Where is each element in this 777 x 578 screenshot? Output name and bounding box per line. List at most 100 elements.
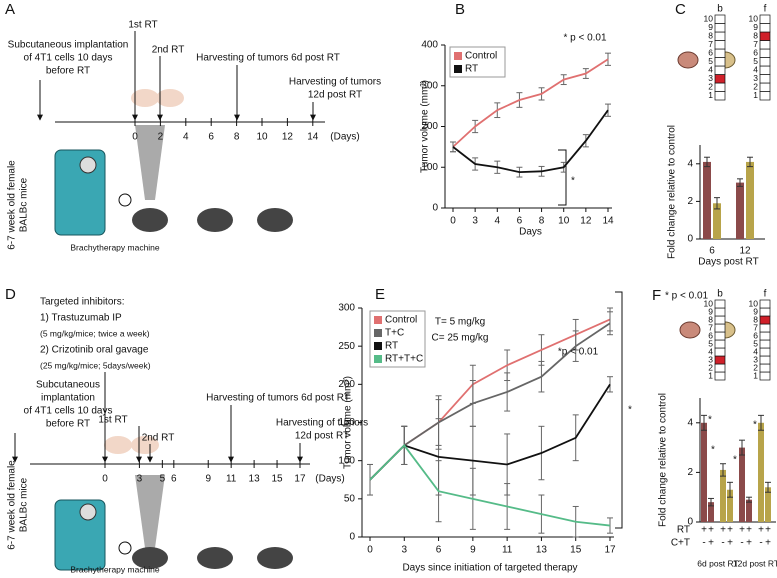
legend-label: Control: [465, 51, 497, 62]
annotation: *p < 0.01: [558, 347, 599, 358]
series-line: [369, 322, 611, 481]
machine-a: [54, 89, 293, 236]
condition-sign: -: [721, 538, 724, 549]
timeline-unit: (Days): [330, 132, 359, 143]
ladder-cell: [759, 40, 771, 50]
x-axis-label: Days since initiation of targeted therap…: [402, 563, 577, 574]
ladder-number: 2: [708, 362, 713, 372]
x-tick-label: 0: [367, 545, 373, 556]
x-tick-label: 6: [436, 545, 442, 556]
mice-label: BALBc mice: [19, 177, 30, 232]
condition-sign: +: [720, 525, 726, 536]
timeline-unit: (Days): [315, 474, 344, 485]
ladder-number: 1: [708, 90, 713, 100]
y-tick-label: 150: [338, 417, 355, 428]
ladder-number: 6: [753, 330, 758, 340]
annotation: *: [628, 405, 632, 416]
ladder-cell: [759, 74, 771, 84]
ladder-cell: [714, 371, 726, 381]
y-tick-label: 2: [687, 196, 693, 207]
y-tick-label: 100: [421, 162, 438, 173]
ladder-label: f: [764, 4, 767, 15]
condition-sign: -: [759, 538, 762, 549]
timeline-label: 12: [282, 132, 294, 143]
legend-label: RT+T+C: [385, 354, 423, 365]
series-line: [452, 58, 609, 148]
ladder-cell: [759, 323, 771, 333]
ladder-cell: [759, 315, 771, 325]
legend-label: T+C: [385, 328, 404, 339]
panel-letter: B: [455, 1, 465, 18]
error-bar: [720, 463, 726, 477]
ladder-cell: [759, 347, 771, 357]
label: before RT: [46, 66, 90, 77]
ladder-number: 3: [753, 73, 758, 83]
annotation: *: [733, 455, 737, 466]
label: 12d post RT: [308, 90, 362, 101]
y-tick-label: 300: [338, 303, 355, 314]
x-tick-label: 13: [536, 545, 548, 556]
ladder-cell: [714, 82, 726, 92]
condition-sign: +: [746, 538, 752, 549]
label: (25 mg/kg/mice; 5days/week): [40, 360, 151, 370]
mice-label: BALBc mice: [19, 477, 30, 532]
label: Subcutaneous: [36, 380, 100, 391]
timeline-label: 17: [294, 474, 306, 485]
ladder-number: 4: [753, 65, 758, 75]
label: Harvesting of tumors 6d post RT: [196, 53, 340, 64]
ladder-number: 9: [708, 306, 713, 316]
timeline-label: 5: [160, 474, 166, 485]
ladder-number: 8: [708, 31, 713, 41]
legend-swatch: [454, 52, 462, 60]
ladder-number: 2: [753, 82, 758, 92]
y-tick-label: 200: [338, 379, 355, 390]
y-tick-label: 250: [338, 341, 355, 352]
error-bar: [747, 156, 753, 168]
bar: [701, 422, 707, 522]
ladder-number: 10: [749, 14, 759, 24]
x-tick-label: 6d post RT: [697, 558, 738, 568]
panel-letter: F: [652, 287, 661, 304]
y-axis-label: Fold change relative to control: [658, 393, 669, 527]
ladder-label: f: [764, 289, 767, 300]
machine-label: Brachytherapy machine: [70, 242, 160, 252]
y-tick-label: 300: [421, 80, 438, 91]
timeline-label: 9: [205, 474, 211, 485]
annotation: T= 5 mg/kg: [435, 317, 485, 328]
ladder-cell: [759, 48, 771, 58]
y-tick-label: 100: [338, 455, 355, 466]
condition-sign: -: [740, 538, 743, 549]
ladder-number: 6: [753, 48, 758, 58]
ladder-cell: [714, 57, 726, 67]
x-axis-label: Days: [519, 227, 542, 238]
ladder-number: 9: [753, 22, 758, 32]
bar: [739, 447, 745, 522]
x-tick-label: 12d post RT: [733, 558, 777, 568]
rt1: 1st RT: [128, 20, 157, 31]
panel-letter: A: [5, 1, 15, 18]
ladder-cell: [759, 371, 771, 381]
mice-label: 6-7 week old female: [7, 160, 18, 250]
y-tick-label: 400: [421, 40, 438, 51]
ladder-cell: [714, 339, 726, 349]
condition-sign: +: [739, 525, 745, 536]
condition-sign: -: [702, 538, 705, 549]
annotation: *: [708, 415, 712, 426]
ladder-number: 10: [704, 14, 714, 24]
x-tick-label: 14: [602, 216, 614, 227]
machine-d: [54, 436, 293, 571]
condition-label: C+T: [671, 538, 690, 549]
ladder-number: 5: [708, 338, 713, 348]
series-line: [369, 444, 611, 527]
ladder-number: 7: [753, 322, 758, 332]
y-axis-label: Tumor volume (mm³): [343, 376, 354, 469]
y-axis-label: Fold change relative to control: [667, 125, 678, 259]
rt2: 2nd RT: [142, 433, 175, 444]
condition-sign: +: [727, 538, 733, 549]
error-bar: [704, 156, 710, 168]
label: of 4T1 cells 10 days: [24, 53, 113, 64]
bar: [746, 161, 754, 239]
x-tick-label: 4: [495, 216, 501, 227]
y-tick-label: 50: [344, 493, 356, 504]
ladder-number: 1: [753, 370, 758, 380]
